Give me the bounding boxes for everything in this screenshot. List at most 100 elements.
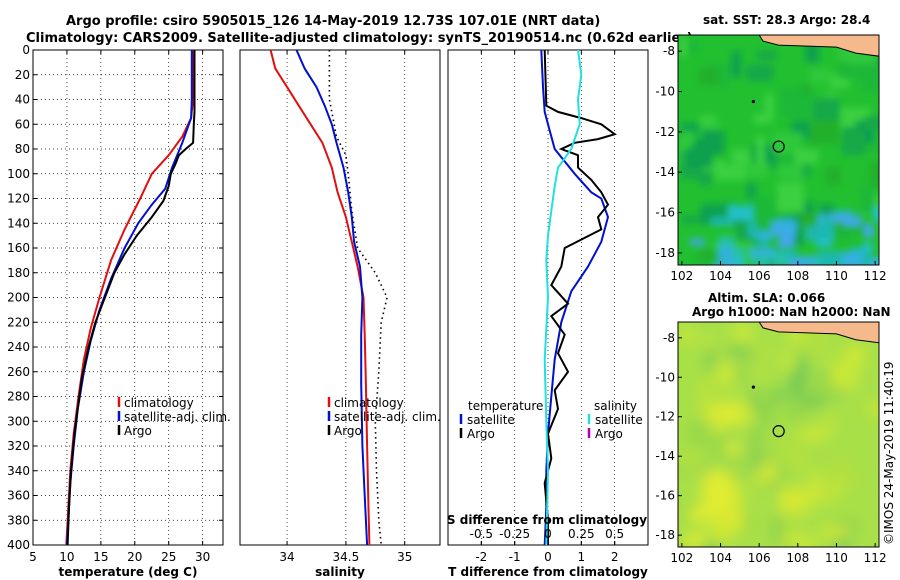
map-cell (756, 50, 777, 60)
map-cell (716, 509, 733, 532)
y-tick-label: 220 (7, 315, 30, 329)
map-cell (818, 251, 842, 265)
y-tick-label: 80 (15, 142, 30, 156)
y-tick-label: -18 (655, 246, 675, 260)
map-cell (801, 84, 811, 102)
map-cell (802, 486, 814, 506)
map-cell (823, 526, 848, 539)
map-blobs (678, 324, 879, 547)
x-tick-label: 104 (709, 551, 732, 565)
map-cell (745, 64, 774, 82)
y-tick-label: 340 (7, 464, 30, 478)
difference-series (540, 50, 617, 545)
map-cell (681, 327, 692, 342)
series-line-s-satellite (543, 50, 583, 545)
legend-label: salinity (594, 399, 637, 413)
sla_map-field (678, 322, 879, 547)
s-tick-label: 0.25 (568, 527, 595, 541)
salinity-xlabel: salinity (315, 565, 365, 579)
map-cell (868, 63, 879, 83)
map-cell (685, 533, 700, 547)
map-cell (748, 453, 763, 471)
map-cell (727, 344, 752, 361)
y-tick-label: -16 (655, 489, 675, 503)
y-tick-label: -14 (655, 449, 675, 463)
y-tick-label: -12 (655, 410, 675, 424)
map-cell (839, 251, 862, 265)
land-java (758, 35, 879, 57)
map-cell (789, 373, 802, 399)
map-cell (845, 115, 854, 139)
map-cell (756, 453, 787, 462)
map-cell (861, 243, 874, 252)
y-tick-label: 160 (7, 241, 30, 255)
x-tick-label: -2 (475, 550, 487, 564)
map-cell (772, 386, 783, 403)
map-cell (860, 185, 875, 213)
map-cell (679, 37, 688, 57)
map-cell (750, 387, 762, 413)
y-tick-label: 300 (7, 414, 30, 428)
map-cell (702, 336, 711, 357)
map-cell (704, 541, 720, 547)
sst_map-field (678, 35, 879, 265)
temperature-ticks: 5 10 15 20 25 3002040608010012014016018020022… (7, 43, 223, 564)
y-tick-label: 260 (7, 365, 30, 379)
y-tick-label: -12 (655, 125, 675, 139)
x-tick-label: 102 (670, 551, 693, 565)
legend-label: satellite (595, 413, 643, 427)
x-tick-label: 104 (709, 269, 732, 283)
map-blobs (678, 37, 879, 265)
map-cell (803, 395, 823, 406)
map-cell (681, 131, 694, 148)
map-cell (777, 163, 803, 181)
map-cell (831, 520, 859, 532)
land-java (758, 322, 879, 344)
legend-label: temperature (468, 399, 543, 413)
map-cell (754, 114, 767, 125)
sla-map-title-line2: Argo h1000: NaN h2000: NaN (692, 305, 891, 319)
map-cell (715, 362, 737, 384)
argo-location-marker (772, 140, 785, 153)
map-cell (771, 514, 782, 544)
map-cell (825, 166, 841, 186)
map-cell (839, 475, 864, 486)
salinity-series (269, 50, 388, 545)
salinity-grid (286, 50, 406, 545)
y-tick-label: 400 (7, 538, 30, 552)
map-cell (728, 206, 754, 221)
y-tick-label: -14 (655, 165, 675, 179)
x-tick-label: 1 (578, 550, 586, 564)
map-cell (829, 361, 857, 391)
x-tick-label: 108 (786, 269, 809, 283)
sst-map-title: sat. SST: 28.3 Argo: 28.4 (703, 13, 870, 27)
map-cell (777, 182, 804, 213)
map-cell (731, 149, 750, 164)
map-cell (750, 419, 775, 431)
legend-label: satellite (467, 413, 515, 427)
y-tick-label: -8 (663, 331, 675, 345)
legend-label: Argo (595, 427, 623, 441)
sst_map-frame (677, 34, 880, 266)
map-cell (841, 131, 865, 156)
map-cell (828, 213, 853, 223)
salinity-ticks: 34 34.5 35 (279, 50, 412, 564)
map-cell (680, 123, 701, 134)
y-tick-label: -10 (655, 370, 675, 384)
map-cell (747, 182, 756, 204)
x-tick-label: 112 (864, 551, 887, 565)
x-tick-label: 35 (397, 550, 412, 564)
map-cell (773, 132, 803, 154)
x-tick-label: 0 (544, 550, 552, 564)
map-cell (799, 332, 829, 355)
map-cell (863, 116, 879, 131)
y-tick-label: 40 (15, 93, 30, 107)
map-cell (849, 347, 865, 360)
map-cell (731, 51, 741, 78)
temperature-xlabel: temperature (deg C) (59, 565, 198, 579)
